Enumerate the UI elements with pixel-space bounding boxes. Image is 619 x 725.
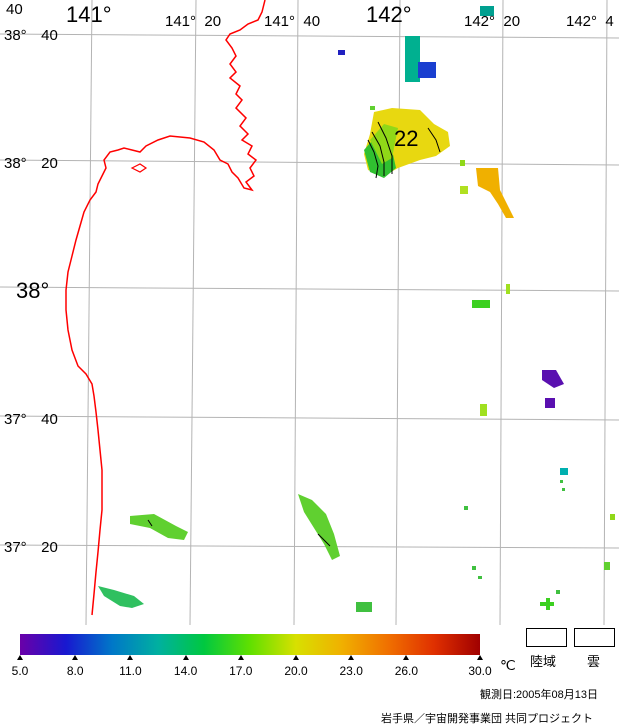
contour-lines bbox=[147, 121, 441, 547]
colorbar-tick-label: 26.0 bbox=[394, 664, 419, 678]
sst-patch-teal-dot2 bbox=[562, 488, 565, 491]
sst-patch-east-orange bbox=[476, 168, 514, 218]
colorbar-tick-mark bbox=[403, 655, 410, 660]
longitude-label-141-40: 141° 40 bbox=[264, 13, 321, 30]
lat-deg: 38° bbox=[16, 278, 50, 303]
sst-patch-violet-b bbox=[545, 398, 555, 408]
cloud-legend-swatch bbox=[574, 628, 615, 647]
sst-patch-green-b bbox=[506, 284, 510, 294]
lat-min: 20 bbox=[41, 539, 58, 556]
latitude-label-38: 38° bbox=[16, 280, 49, 302]
sst-patch-small-blue bbox=[338, 50, 345, 55]
longitude-label-140-40: 40 bbox=[6, 1, 23, 18]
sst-patch-far-southwest bbox=[98, 586, 144, 608]
colorbar-tick-mark bbox=[293, 655, 299, 660]
colorbar-tick-label: 17.0 bbox=[229, 664, 253, 678]
colorbar-tick-label: 20.0 bbox=[284, 664, 308, 678]
sst-patch-bottom-green bbox=[356, 602, 372, 612]
colorbar-tick-label: 8.0 bbox=[66, 664, 84, 678]
colorbar-tick-mark bbox=[477, 655, 483, 660]
land-legend-label: 陸域 bbox=[530, 654, 557, 669]
lat-deg: 38° bbox=[4, 27, 27, 44]
latitude-label-37-20: 37° 20 bbox=[4, 540, 58, 556]
contour-value-label: 22 bbox=[394, 126, 419, 151]
graticule-grid bbox=[0, 0, 619, 625]
sst-patch-northeast bbox=[405, 36, 420, 82]
sst-patch-east-dot2 bbox=[460, 160, 465, 166]
sst-patch-green-dot4 bbox=[472, 566, 476, 570]
lat-deg: 38° bbox=[4, 155, 27, 172]
lat-deg: 37° bbox=[4, 411, 27, 428]
lat-min: 20 bbox=[41, 155, 58, 172]
colorbar-tick-label: 30.0 bbox=[468, 664, 492, 678]
latitude-label-38-20: 38° 20 bbox=[4, 156, 58, 172]
longitude-label-142-40: 142° 4 bbox=[566, 13, 614, 30]
sst-patch-mid-south bbox=[298, 494, 340, 560]
sst-patch-east-dot1 bbox=[460, 186, 468, 194]
sst-patch-yellowgreen bbox=[480, 404, 487, 416]
cloud-legend-label: 雲 bbox=[587, 654, 601, 669]
sst-patch-green-dot bbox=[464, 506, 468, 510]
colorbar-unit: ℃ bbox=[500, 657, 516, 673]
sst-patch-violet bbox=[542, 370, 564, 388]
colorbar-tick-mark bbox=[348, 655, 355, 660]
colorbar-tick-mark bbox=[72, 655, 79, 660]
sst-patch-warm-dot bbox=[370, 106, 375, 110]
sst-patch-green-dot3 bbox=[604, 562, 610, 570]
longitude-label-141: 141° bbox=[66, 2, 112, 27]
colorbar-tick-label: 5.0 bbox=[11, 664, 29, 678]
colorbar-tick-label: 11.0 bbox=[119, 664, 142, 678]
sst-patch-top-teal bbox=[480, 6, 494, 16]
latitude-label-37-40: 37° 40 bbox=[4, 412, 58, 428]
longitude-label-141-20: 141° 20 bbox=[165, 13, 222, 30]
lat-min: 40 bbox=[41, 27, 58, 44]
colorbar-tick-label: 23.0 bbox=[339, 664, 363, 678]
temperature-colorbar bbox=[20, 634, 480, 655]
sst-patch-teal-dot bbox=[560, 480, 563, 483]
coastline bbox=[65, 0, 266, 616]
sst-patch-green-dot2 bbox=[610, 514, 615, 520]
map-area bbox=[0, 0, 619, 625]
sst-patch-northeast-edge bbox=[418, 62, 436, 78]
longitude-label-142-20: 142° 20 bbox=[464, 13, 521, 30]
lat-min: 40 bbox=[41, 411, 58, 428]
sst-patches bbox=[98, 6, 615, 612]
latitude-label-38-40: 38° 40 bbox=[4, 28, 58, 44]
coastline-islet bbox=[130, 163, 148, 173]
project-credit: 岩手県／宇宙開発事業団 共同プロジェクト bbox=[381, 713, 594, 725]
sst-patch-cross bbox=[540, 598, 554, 610]
sst-patch-southwest bbox=[130, 514, 188, 540]
colorbar-tick-mark bbox=[182, 655, 189, 660]
colorbar-tick-label: 14.0 bbox=[173, 664, 198, 678]
sst-patch-teal-small bbox=[560, 468, 568, 475]
colorbar-tick-mark bbox=[127, 655, 134, 660]
observation-date: 観測日:2005年08月13日 bbox=[480, 689, 598, 701]
colorbar-tick-mark bbox=[17, 655, 23, 660]
sst-patch-green-a bbox=[472, 300, 490, 308]
lat-deg: 37° bbox=[4, 539, 27, 556]
longitude-label-142: 142° bbox=[366, 2, 412, 27]
sst-patch-green-dot5 bbox=[478, 576, 482, 579]
sst-patch-green-dot6 bbox=[556, 590, 560, 594]
colorbar-tick-mark bbox=[237, 655, 244, 660]
land-legend-swatch bbox=[526, 628, 567, 647]
